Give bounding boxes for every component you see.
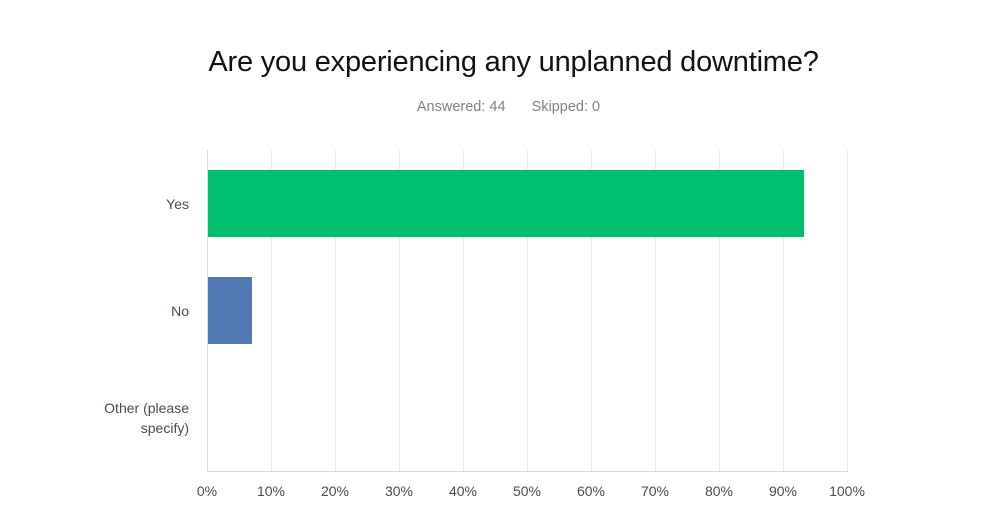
skipped-count-label: Skipped: 0 bbox=[531, 99, 601, 115]
category-label-text: Other (please specify) bbox=[104, 399, 189, 436]
x-tick-label: 40% bbox=[448, 483, 478, 499]
x-tick-label: 50% bbox=[512, 483, 542, 499]
x-tick-label: 10% bbox=[256, 483, 286, 499]
gridline bbox=[847, 150, 848, 471]
gridline bbox=[271, 150, 272, 471]
category-label-text: No bbox=[171, 302, 189, 319]
x-tick-label: 0% bbox=[196, 483, 218, 499]
category-label-yes: Yes bbox=[67, 150, 189, 257]
x-tick-label: 20% bbox=[320, 483, 350, 499]
gridline bbox=[463, 150, 464, 471]
plot-area bbox=[207, 150, 848, 472]
gridline bbox=[527, 150, 528, 471]
x-tick-label: 80% bbox=[704, 483, 734, 499]
bar-no[interactable] bbox=[208, 277, 252, 344]
gridline bbox=[655, 150, 656, 471]
gridline bbox=[783, 150, 784, 471]
chart-subtitle: Answered: 44 Skipped: 0 bbox=[24, 99, 993, 115]
gridline bbox=[399, 150, 400, 471]
category-axis: Yes No Other (please specify) bbox=[0, 150, 198, 471]
category-label-text: Yes bbox=[166, 195, 189, 212]
gridline bbox=[335, 150, 336, 471]
category-label-other-please-specify: Other (please specify) bbox=[67, 364, 189, 471]
x-tick-label: 100% bbox=[829, 483, 865, 499]
x-tick-label: 60% bbox=[576, 483, 606, 499]
chart-title: Are you experiencing any unplanned downt… bbox=[208, 46, 819, 78]
x-tick-label: 90% bbox=[768, 483, 798, 499]
gridline bbox=[591, 150, 592, 471]
x-tick-label: 70% bbox=[640, 483, 670, 499]
percent-axis: 0% 10% 20% 30% 40% 50% 60% 70% 80% 90% 100% bbox=[197, 483, 865, 503]
gridline bbox=[719, 150, 720, 471]
bar-yes[interactable] bbox=[208, 170, 805, 237]
answered-count-label: Answered: 44 bbox=[416, 99, 506, 115]
x-tick-label: 30% bbox=[384, 483, 414, 499]
category-label-no: No bbox=[67, 257, 189, 364]
